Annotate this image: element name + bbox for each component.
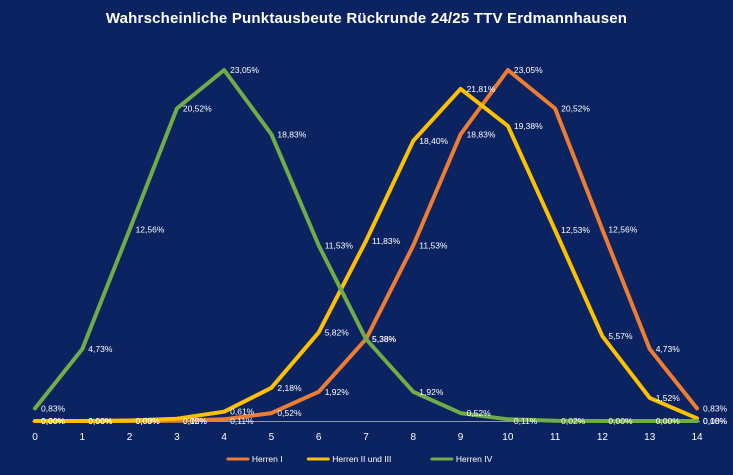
data-label: 19,38%	[514, 121, 543, 131]
data-label: 4,73%	[656, 344, 681, 354]
data-label: 0,83%	[41, 403, 66, 413]
data-label: 0,18%	[703, 416, 728, 426]
data-label: 0,15%	[183, 416, 208, 426]
data-label: 11,53%	[419, 240, 448, 250]
data-label: 11,53%	[325, 240, 354, 250]
x-tick-label: 9	[458, 432, 464, 443]
x-tick-label: 8	[411, 432, 417, 443]
data-label: 0,00%	[88, 416, 113, 426]
x-tick-label: 13	[644, 432, 656, 443]
data-label: 5,38%	[372, 334, 397, 344]
data-label: 0,00%	[41, 416, 66, 426]
data-label: 18,83%	[467, 129, 496, 139]
x-tick-label: 4	[221, 432, 227, 443]
data-label: 0,00%	[136, 416, 161, 426]
data-label: 4,73%	[88, 344, 113, 354]
x-tick-label: 10	[502, 432, 514, 443]
data-label: 21,81%	[467, 84, 496, 94]
data-label: 0,02%	[561, 416, 586, 426]
x-tick-label: 7	[363, 432, 369, 443]
series-line	[33, 86, 699, 423]
data-label: 1,52%	[656, 393, 681, 403]
data-label: 5,57%	[608, 331, 633, 341]
data-label: 0,52%	[277, 408, 302, 418]
data-label: 18,83%	[277, 129, 306, 139]
data-label: 12,56%	[608, 225, 637, 235]
data-label: 0,11%	[514, 416, 538, 426]
data-label: 20,52%	[561, 104, 590, 114]
data-label: 0,00%	[608, 416, 633, 426]
data-label: 1,92%	[419, 387, 444, 397]
legend-label: Herren I	[252, 454, 283, 464]
data-label: 0,03%	[136, 416, 161, 426]
data-label: 12,53%	[561, 225, 590, 235]
x-tick-label: 12	[597, 432, 609, 443]
data-label: 2,18%	[277, 383, 302, 393]
data-label: 1,92%	[325, 387, 350, 397]
x-tick-label: 11	[550, 432, 561, 443]
data-label: 18,40%	[419, 136, 448, 146]
series-line	[33, 68, 699, 423]
series-line	[33, 68, 699, 423]
data-label: 11,83%	[372, 236, 401, 246]
x-tick-label: 5	[269, 432, 275, 443]
data-label: 5,38%	[372, 334, 397, 344]
data-label: 0,00%	[656, 416, 681, 426]
legend-label: Herren IV	[456, 454, 493, 464]
data-label: 0,61%	[230, 407, 255, 417]
data-label: 5,82%	[325, 327, 350, 337]
data-label: 23,05%	[230, 65, 259, 75]
x-tick-label: 1	[80, 432, 86, 443]
x-tick-label: 3	[174, 432, 180, 443]
x-tick-label: 6	[316, 432, 322, 443]
data-label: 23,05%	[514, 65, 543, 75]
data-label: 0,11%	[230, 416, 254, 426]
data-label: 0,02%	[183, 416, 208, 426]
legend-label: Herren II und III	[332, 454, 391, 464]
x-tick-label: 14	[691, 432, 703, 443]
x-tick-label: 0	[32, 432, 38, 443]
x-tick-label: 2	[127, 432, 133, 443]
data-label: 0,00%	[41, 416, 66, 426]
data-label: 20,52%	[183, 104, 212, 114]
data-label: 12,56%	[136, 225, 165, 235]
data-label: 0,00%	[88, 416, 113, 426]
data-label: 0,00%	[703, 416, 728, 426]
chart-title: Wahrscheinliche Punktausbeute Rückrunde …	[105, 10, 628, 27]
data-label: 0,52%	[467, 408, 492, 418]
data-label: 0,83%	[703, 403, 728, 413]
